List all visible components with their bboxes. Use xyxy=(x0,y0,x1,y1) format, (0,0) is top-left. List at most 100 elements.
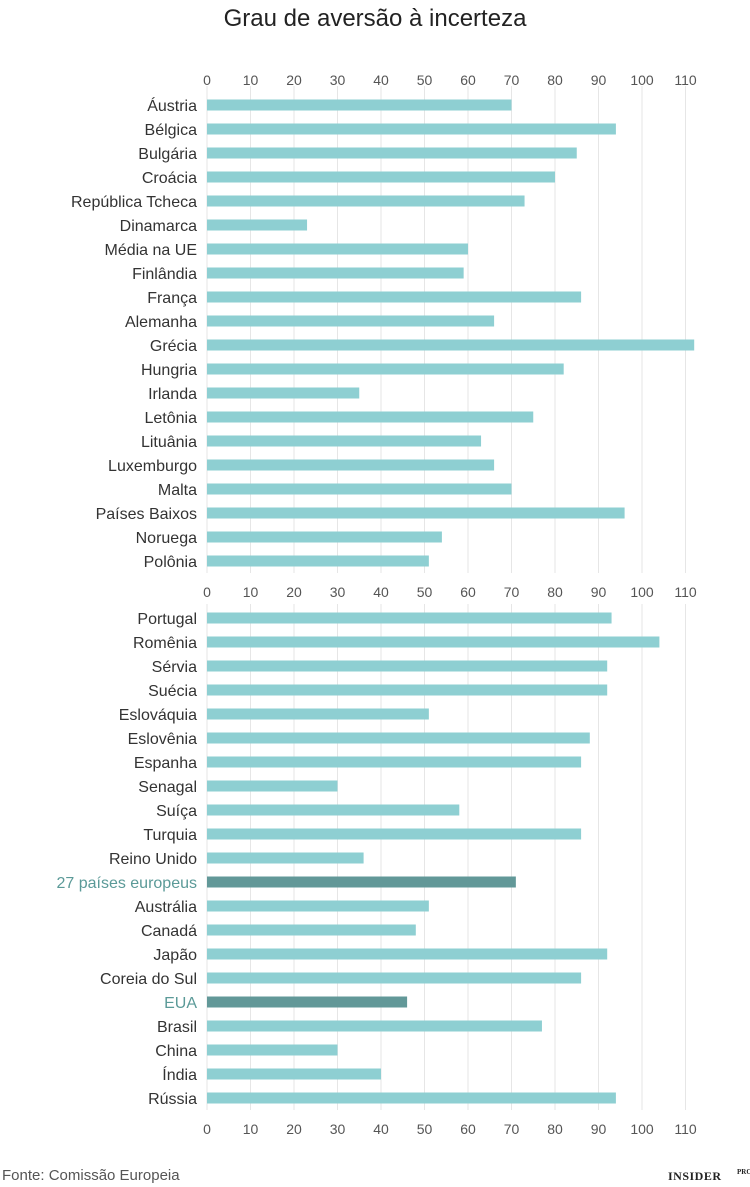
bar xyxy=(207,780,338,792)
x-tick-label: 110 xyxy=(674,1121,697,1137)
x-tick-label: 50 xyxy=(417,1121,433,1137)
bar xyxy=(207,1044,338,1056)
category-label: Bélgica xyxy=(145,122,198,139)
bar xyxy=(207,756,582,768)
bar xyxy=(207,684,608,696)
x-tick-label: 110 xyxy=(674,72,697,88)
category-label: Países Baixos xyxy=(96,506,197,523)
category-label: Japão xyxy=(153,947,197,964)
chart-panels: 0 10 20 30 40 50 60 70 80 90 100 110 0 10 20 30 40 50 60 70… xyxy=(56,72,696,1137)
bar xyxy=(207,924,416,936)
bar xyxy=(207,900,429,912)
bar xyxy=(207,531,442,543)
bar xyxy=(207,339,695,351)
bar xyxy=(207,243,468,255)
bar xyxy=(207,219,308,231)
x-tick-label: 20 xyxy=(286,72,302,88)
bar xyxy=(207,507,625,519)
category-label: 27 países europeus xyxy=(56,875,197,892)
x-tick-label: 70 xyxy=(504,1121,520,1137)
x-tick-label: 60 xyxy=(460,72,476,88)
bar xyxy=(207,459,495,471)
bar xyxy=(207,363,564,375)
x-tick-label: 90 xyxy=(591,72,607,88)
category-label: Austrália xyxy=(135,899,197,916)
x-tick-label: 80 xyxy=(547,1121,563,1137)
bar xyxy=(207,315,495,327)
x-tick-label: 100 xyxy=(630,72,654,88)
category-label: Bulgária xyxy=(138,146,197,163)
insider-pro-logo: INSIDER PRO xyxy=(668,1168,750,1183)
category-label: Espanha xyxy=(134,755,197,772)
x-tick-label: 30 xyxy=(330,1121,346,1137)
x-tick-label: 60 xyxy=(460,584,476,600)
x-tick-label: 20 xyxy=(286,584,302,600)
x-tick-label: 30 xyxy=(330,584,346,600)
x-tick-label: 10 xyxy=(243,584,259,600)
category-label: China xyxy=(155,1043,197,1060)
bar xyxy=(207,291,582,303)
x-tick-label: 100 xyxy=(630,1121,654,1137)
bar xyxy=(207,636,660,648)
bar xyxy=(207,948,608,960)
category-label: Luxemburgo xyxy=(108,458,197,475)
category-label: Reino Unido xyxy=(109,851,197,868)
x-tick-label: 20 xyxy=(286,1121,302,1137)
bar xyxy=(207,732,590,744)
bar xyxy=(207,267,464,279)
category-label: Canadá xyxy=(141,923,197,940)
category-label: Malta xyxy=(158,482,197,499)
category-label: França xyxy=(147,290,197,307)
category-label: República Tcheca xyxy=(71,194,197,211)
bar xyxy=(207,387,360,399)
category-label: Portugal xyxy=(137,611,197,628)
category-label: Índia xyxy=(162,1065,197,1084)
category-label: Sérvia xyxy=(152,659,197,676)
bar xyxy=(207,195,525,207)
category-label: Hungria xyxy=(141,362,197,379)
category-label: Senagal xyxy=(138,779,197,796)
bar xyxy=(207,123,616,135)
category-label: Suécia xyxy=(148,683,197,700)
bar xyxy=(207,828,582,840)
bar xyxy=(207,804,460,816)
bar xyxy=(207,996,408,1008)
category-label: Dinamarca xyxy=(120,218,197,235)
category-label: Grécia xyxy=(150,338,197,355)
bar xyxy=(207,1092,616,1104)
x-tick-label: 80 xyxy=(547,584,563,600)
x-tick-label: 50 xyxy=(417,584,433,600)
category-label: Turquia xyxy=(143,827,197,844)
category-label: Finlândia xyxy=(132,266,197,283)
x-tick-label: 0 xyxy=(203,1121,211,1137)
x-tick-label: 30 xyxy=(330,72,346,88)
x-tick-label: 50 xyxy=(417,72,433,88)
x-tick-label: 90 xyxy=(591,584,607,600)
bar xyxy=(207,708,429,720)
bar xyxy=(207,555,429,567)
x-tick-label: 90 xyxy=(591,1121,607,1137)
chart-panel-1: 0 10 20 30 40 50 60 70 80 90 100 110 0 10 20 30 40 50 60 70… xyxy=(71,72,697,600)
x-tick-label: 80 xyxy=(547,72,563,88)
bar xyxy=(207,852,364,864)
x-tick-label: 40 xyxy=(373,72,389,88)
bar xyxy=(207,147,577,159)
bar xyxy=(207,171,555,183)
category-label: Lituânia xyxy=(141,434,197,451)
bar xyxy=(207,411,534,423)
x-tick-label: 70 xyxy=(504,584,520,600)
bar xyxy=(207,435,482,447)
x-tick-label: 0 xyxy=(203,72,211,88)
source-note: Fonte: Comissão Europeia xyxy=(2,1167,180,1184)
bar xyxy=(207,1020,542,1032)
category-label: Polônia xyxy=(144,554,197,571)
category-label: Suíça xyxy=(156,803,197,820)
x-tick-label: 10 xyxy=(243,1121,259,1137)
bar xyxy=(207,612,612,624)
bar xyxy=(207,1068,381,1080)
x-tick-label: 70 xyxy=(504,72,520,88)
category-label: Coreia do Sul xyxy=(100,971,197,988)
logo-sup-text: PRO xyxy=(737,1168,750,1176)
x-tick-label: 40 xyxy=(373,1121,389,1137)
